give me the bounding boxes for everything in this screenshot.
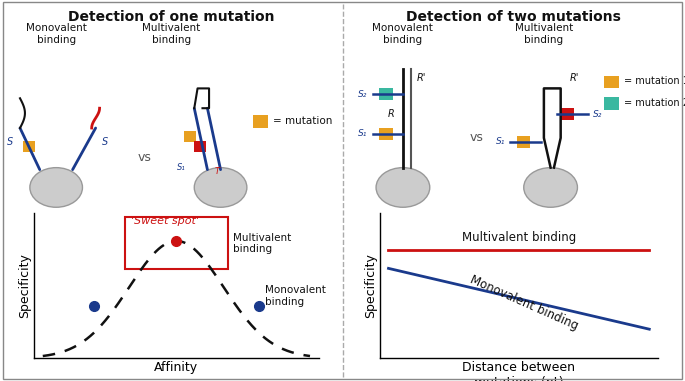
Text: T: T (214, 167, 220, 176)
Text: Multivalent binding: Multivalent binding (462, 232, 576, 245)
Text: R: R (388, 109, 395, 119)
Text: Monovalent
binding: Monovalent binding (373, 23, 434, 45)
Text: = mutation: = mutation (273, 116, 332, 126)
Text: S₁: S₁ (177, 163, 186, 172)
Text: S₁: S₁ (358, 130, 367, 138)
Bar (560, 108, 574, 120)
Text: Detection of two mutations: Detection of two mutations (406, 10, 621, 24)
Bar (517, 136, 530, 148)
Text: 'Sweet spot': 'Sweet spot' (131, 216, 199, 226)
Text: = mutation 1: = mutation 1 (625, 77, 685, 86)
Text: Monovalent
binding: Monovalent binding (26, 23, 86, 45)
Bar (379, 128, 393, 140)
Ellipse shape (376, 168, 429, 207)
Ellipse shape (30, 168, 82, 207)
Bar (379, 88, 393, 100)
Bar (604, 75, 619, 88)
Text: vs: vs (470, 131, 484, 144)
Text: S: S (7, 137, 13, 147)
Ellipse shape (195, 168, 247, 207)
Text: Detection of one mutation: Detection of one mutation (68, 10, 275, 24)
Text: S₂: S₂ (593, 110, 602, 118)
Text: S₂: S₂ (358, 90, 367, 99)
Bar (195, 141, 206, 152)
Bar (184, 131, 196, 142)
Bar (23, 141, 35, 152)
Text: Multivalent
binding: Multivalent binding (233, 233, 292, 255)
Text: Monovalent
binding: Monovalent binding (264, 285, 325, 307)
X-axis label: Affinity: Affinity (154, 361, 199, 374)
Bar (253, 115, 269, 128)
Bar (125, 218, 227, 269)
Text: vs: vs (138, 151, 152, 164)
X-axis label: Distance between
mutations (nt): Distance between mutations (nt) (462, 361, 575, 381)
Text: S: S (102, 137, 109, 147)
Y-axis label: Specificity: Specificity (18, 253, 32, 318)
Text: = mutation 2: = mutation 2 (625, 98, 685, 108)
Text: R': R' (416, 74, 426, 83)
Bar (604, 97, 619, 110)
Text: Monovalent binding: Monovalent binding (469, 274, 580, 333)
Text: Multivalent
binding: Multivalent binding (142, 23, 201, 45)
Text: S₁: S₁ (495, 138, 505, 146)
Text: R': R' (569, 74, 579, 83)
Text: Multivalent
binding: Multivalent binding (514, 23, 573, 45)
Ellipse shape (524, 168, 577, 207)
Y-axis label: Specificity: Specificity (364, 253, 377, 318)
